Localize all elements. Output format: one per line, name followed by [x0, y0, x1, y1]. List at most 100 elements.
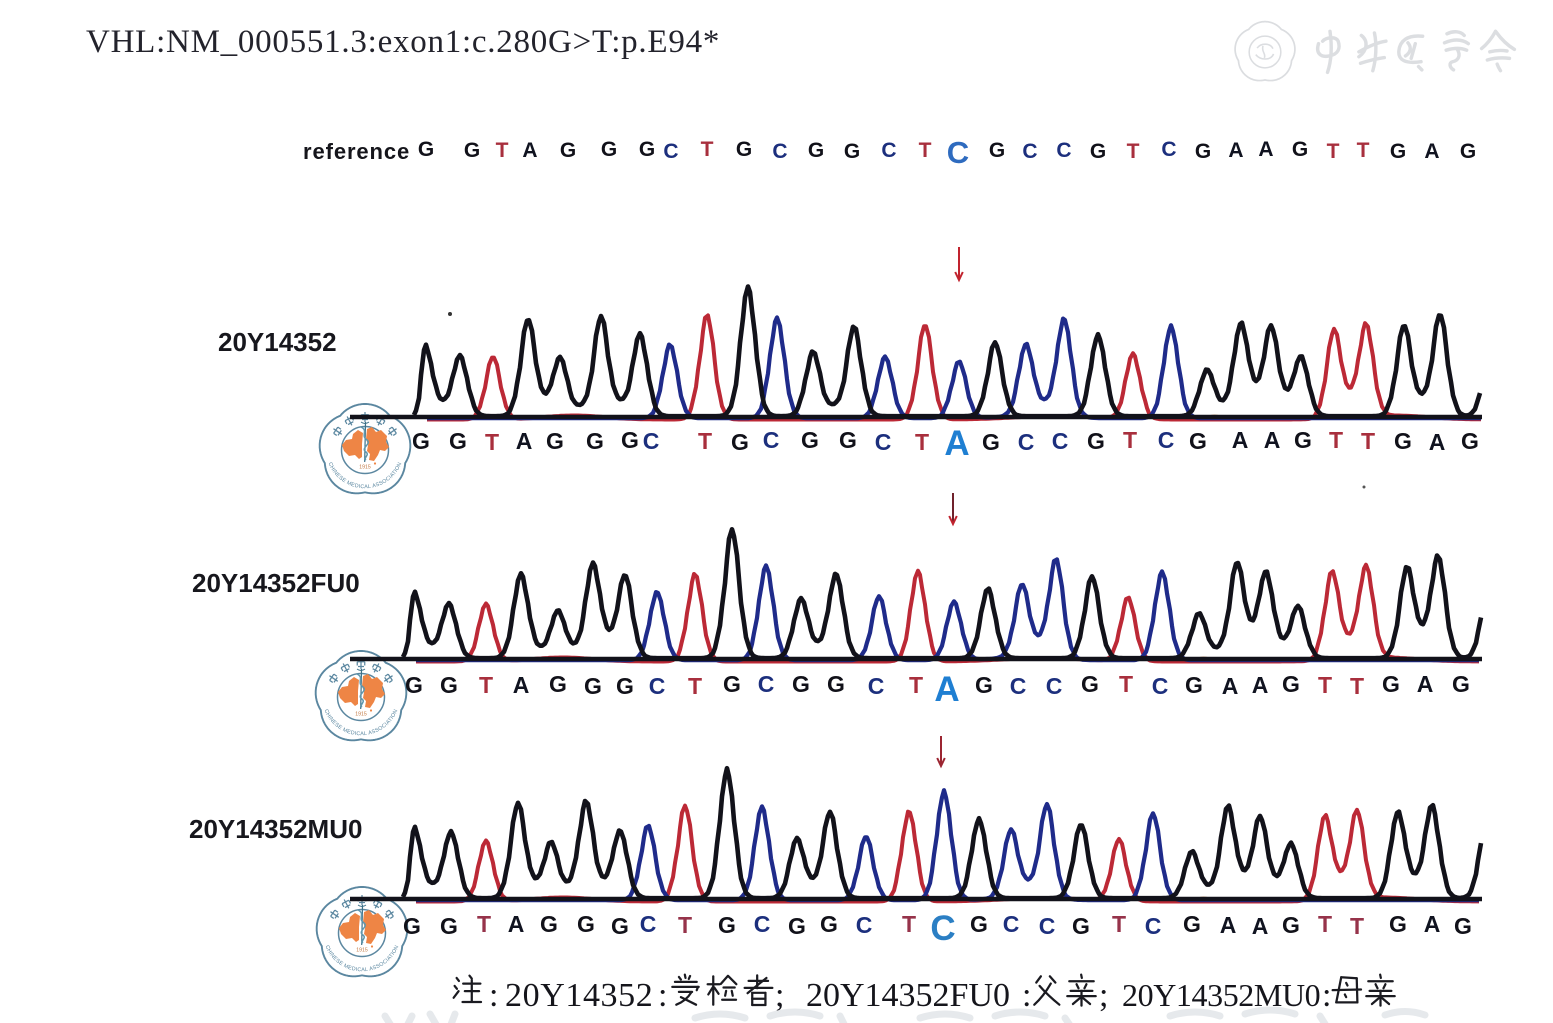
svg-text:G: G	[1390, 140, 1406, 163]
svg-text:T: T	[1119, 671, 1133, 697]
svg-text:G: G	[844, 140, 860, 163]
svg-text:G: G	[1461, 428, 1479, 454]
svg-text::: :	[1022, 977, 1031, 1014]
svg-text:C: C	[1046, 673, 1063, 699]
svg-text:G: G	[1394, 428, 1412, 454]
svg-text:G: G	[820, 911, 838, 937]
svg-text:T: T	[1318, 911, 1332, 937]
svg-text:C: C	[1010, 673, 1027, 699]
svg-text:T: T	[1327, 140, 1340, 163]
svg-text:G: G	[549, 671, 567, 697]
svg-text:G: G	[1090, 140, 1106, 163]
svg-text:;: ;	[775, 977, 784, 1014]
svg-text:T: T	[698, 428, 712, 454]
svg-text:G: G	[788, 913, 806, 939]
svg-text:G: G	[464, 139, 480, 162]
svg-text:C: C	[947, 135, 969, 170]
svg-text:T: T	[477, 911, 491, 937]
svg-text:G: G	[1081, 671, 1099, 697]
svg-text:T: T	[496, 139, 509, 162]
svg-text:G: G	[1072, 913, 1090, 939]
svg-text:G: G	[584, 673, 602, 699]
svg-text:C: C	[1145, 913, 1162, 939]
svg-text:G: G	[601, 138, 617, 161]
svg-text:A: A	[1417, 671, 1434, 697]
svg-text:A: A	[1424, 911, 1441, 937]
svg-text:20Y14352: 20Y14352	[218, 327, 337, 357]
svg-text:G: G	[1460, 140, 1476, 163]
svg-text:T: T	[1350, 673, 1364, 699]
svg-text:G: G	[611, 913, 629, 939]
svg-text:VHL:NM_000551.3:exon1:c.280G>T: VHL:NM_000551.3:exon1:c.280G>T:p.E94*	[86, 24, 720, 60]
svg-text:A: A	[944, 424, 969, 463]
svg-text:G: G	[970, 911, 988, 937]
svg-text:G: G	[586, 428, 604, 454]
svg-text:T: T	[1123, 427, 1137, 453]
svg-text:T: T	[902, 911, 916, 937]
svg-text:C: C	[640, 911, 657, 937]
svg-text:A: A	[1429, 429, 1446, 455]
svg-text:T: T	[1127, 140, 1140, 163]
svg-text:G: G	[975, 672, 993, 698]
svg-text:G: G	[982, 429, 1000, 455]
svg-text:G: G	[1282, 671, 1300, 697]
svg-text:T: T	[479, 672, 493, 698]
svg-text:A: A	[522, 139, 537, 162]
svg-text:G: G	[418, 138, 434, 161]
svg-text:A: A	[1258, 138, 1273, 161]
svg-text:A: A	[934, 670, 959, 709]
svg-text:G: G	[546, 428, 564, 454]
svg-text:T: T	[1318, 672, 1332, 698]
svg-text:C: C	[930, 909, 955, 948]
svg-text:C: C	[1056, 139, 1071, 162]
svg-text:C: C	[763, 427, 780, 453]
svg-text:C: C	[881, 139, 896, 162]
svg-text:C: C	[754, 911, 771, 937]
svg-text:C: C	[1152, 673, 1169, 699]
svg-text:G: G	[560, 139, 576, 162]
svg-text:C: C	[856, 912, 873, 938]
svg-text:20Y14352MU0: 20Y14352MU0	[1122, 977, 1320, 1013]
svg-text:T: T	[1329, 427, 1343, 453]
svg-text:A: A	[1252, 913, 1269, 939]
svg-text:20Y14352: 20Y14352	[505, 977, 653, 1014]
svg-text:G: G	[1185, 672, 1203, 698]
svg-text:T: T	[485, 429, 499, 455]
svg-text:G: G	[403, 913, 421, 939]
svg-text:G: G	[801, 427, 819, 453]
svg-text:G: G	[405, 672, 423, 698]
svg-text:G: G	[1389, 911, 1407, 937]
svg-text:G: G	[839, 427, 857, 453]
svg-text:C: C	[758, 671, 775, 697]
svg-text:C: C	[643, 428, 660, 454]
svg-text:T: T	[701, 138, 714, 161]
svg-text:A: A	[1232, 427, 1249, 453]
svg-text:G: G	[1294, 427, 1312, 453]
svg-text:T: T	[1350, 913, 1364, 939]
svg-text:G: G	[449, 428, 467, 454]
svg-text:T: T	[1357, 139, 1370, 162]
svg-text:T: T	[919, 139, 932, 162]
svg-text:C: C	[1161, 138, 1176, 161]
svg-text:C: C	[875, 429, 892, 455]
svg-text:C: C	[1018, 429, 1035, 455]
svg-text:G: G	[440, 672, 458, 698]
svg-text:A: A	[516, 428, 533, 454]
svg-text:G: G	[723, 671, 741, 697]
svg-text:C: C	[868, 673, 885, 699]
svg-text:T: T	[688, 673, 702, 699]
svg-text:C: C	[772, 140, 787, 163]
svg-text:G: G	[621, 427, 639, 453]
svg-text:G: G	[577, 911, 595, 937]
svg-text:G: G	[1282, 912, 1300, 938]
svg-text:G: G	[540, 911, 558, 937]
svg-text:G: G	[1452, 671, 1470, 697]
svg-text:G: G	[808, 139, 824, 162]
svg-text:G: G	[1454, 913, 1472, 939]
svg-text:A: A	[1228, 139, 1243, 162]
svg-text:G: G	[1189, 428, 1207, 454]
svg-text:G: G	[792, 671, 810, 697]
svg-text:C: C	[1158, 427, 1175, 453]
svg-text:T: T	[909, 672, 923, 698]
svg-text:reference: reference	[303, 139, 410, 164]
